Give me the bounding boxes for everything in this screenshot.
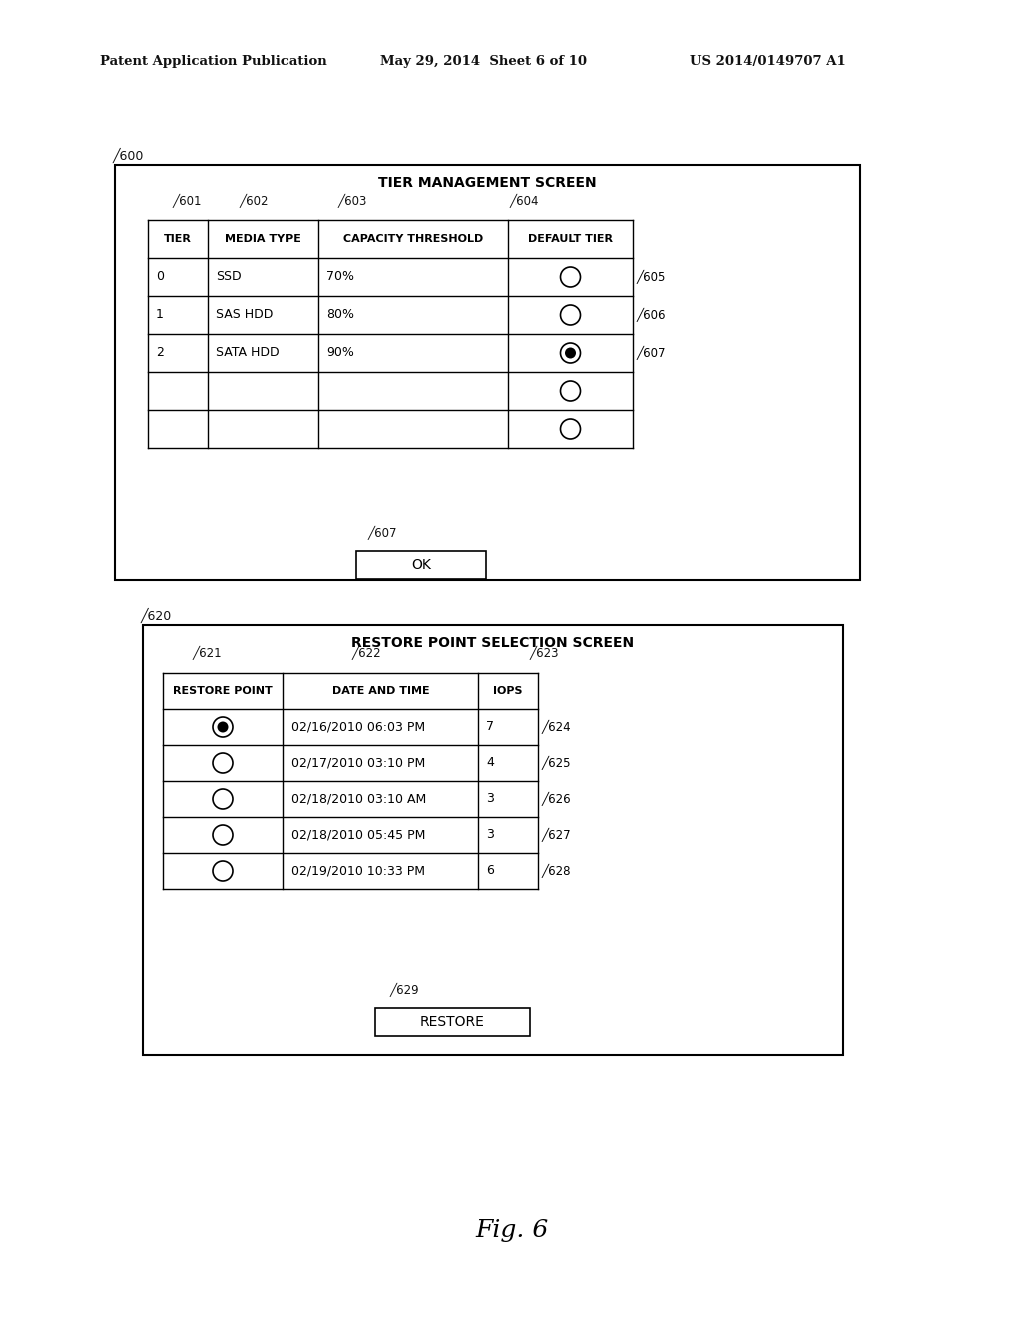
Circle shape [560, 343, 581, 363]
Text: 2: 2 [156, 346, 164, 359]
Text: ╱621: ╱621 [193, 645, 222, 660]
Text: TIER MANAGEMENT SCREEN: TIER MANAGEMENT SCREEN [378, 176, 597, 190]
Text: 7: 7 [486, 721, 494, 734]
Circle shape [560, 305, 581, 325]
Text: 70%: 70% [326, 271, 354, 284]
Text: ╱622: ╱622 [352, 645, 382, 660]
Circle shape [560, 418, 581, 440]
Text: DEFAULT TIER: DEFAULT TIER [528, 234, 613, 244]
Text: 80%: 80% [326, 309, 354, 322]
Text: SAS HDD: SAS HDD [216, 309, 273, 322]
Text: 0: 0 [156, 271, 164, 284]
Text: 02/17/2010 03:10 PM: 02/17/2010 03:10 PM [291, 756, 425, 770]
Text: 6: 6 [486, 865, 494, 878]
Text: ╱624: ╱624 [542, 719, 571, 734]
Text: 02/19/2010 10:33 PM: 02/19/2010 10:33 PM [291, 865, 425, 878]
Text: 1: 1 [156, 309, 164, 322]
Text: ╱603: ╱603 [338, 194, 368, 209]
Text: US 2014/0149707 A1: US 2014/0149707 A1 [690, 55, 846, 69]
Text: ╱601: ╱601 [173, 194, 203, 209]
Circle shape [213, 752, 233, 774]
Text: Patent Application Publication: Patent Application Publication [100, 55, 327, 69]
Text: 02/18/2010 05:45 PM: 02/18/2010 05:45 PM [291, 829, 425, 842]
Text: SSD: SSD [216, 271, 242, 284]
Text: ╱625: ╱625 [542, 756, 571, 770]
Circle shape [213, 717, 233, 737]
Text: 3: 3 [486, 792, 494, 805]
Text: Fig. 6: Fig. 6 [475, 1218, 549, 1242]
Circle shape [217, 722, 228, 733]
Bar [143, 624, 843, 1055]
Text: ╱607: ╱607 [368, 525, 397, 540]
Text: RESTORE: RESTORE [420, 1015, 485, 1030]
Text: SATA HDD: SATA HDD [216, 346, 280, 359]
Text: 90%: 90% [326, 346, 354, 359]
Text: ╱604: ╱604 [510, 194, 540, 209]
Text: ╱628: ╱628 [542, 865, 571, 878]
Text: MEDIA TYPE: MEDIA TYPE [225, 234, 301, 244]
Text: ╱602: ╱602 [240, 194, 269, 209]
Text: ╱629: ╱629 [390, 983, 420, 997]
Text: RESTORE POINT: RESTORE POINT [173, 686, 272, 696]
Bar [115, 165, 860, 579]
Text: May 29, 2014  Sheet 6 of 10: May 29, 2014 Sheet 6 of 10 [380, 55, 587, 69]
Circle shape [213, 789, 233, 809]
Circle shape [560, 381, 581, 401]
Bar [375, 1008, 530, 1036]
Bar [356, 550, 486, 579]
Circle shape [565, 347, 575, 359]
Text: ╱626: ╱626 [542, 792, 571, 807]
Text: ╱627: ╱627 [542, 828, 571, 842]
Text: IOPS: IOPS [494, 686, 522, 696]
Circle shape [213, 861, 233, 880]
Text: DATE AND TIME: DATE AND TIME [332, 686, 429, 696]
Text: CAPACITY THRESHOLD: CAPACITY THRESHOLD [343, 234, 483, 244]
Text: ╱600: ╱600 [113, 148, 144, 162]
Circle shape [213, 825, 233, 845]
Text: TIER: TIER [164, 234, 191, 244]
Text: ╱623: ╱623 [530, 645, 559, 660]
Text: ╱620: ╱620 [141, 607, 172, 623]
Text: OK: OK [411, 558, 431, 572]
Text: 02/18/2010 03:10 AM: 02/18/2010 03:10 AM [291, 792, 426, 805]
Text: ╱605: ╱605 [637, 271, 667, 284]
Text: 02/16/2010 06:03 PM: 02/16/2010 06:03 PM [291, 721, 425, 734]
Text: 3: 3 [486, 829, 494, 842]
Circle shape [560, 267, 581, 286]
Text: RESTORE POINT SELECTION SCREEN: RESTORE POINT SELECTION SCREEN [351, 636, 635, 649]
Text: ╱606: ╱606 [637, 308, 667, 322]
Text: ╱607: ╱607 [637, 346, 667, 360]
Text: 4: 4 [486, 756, 494, 770]
